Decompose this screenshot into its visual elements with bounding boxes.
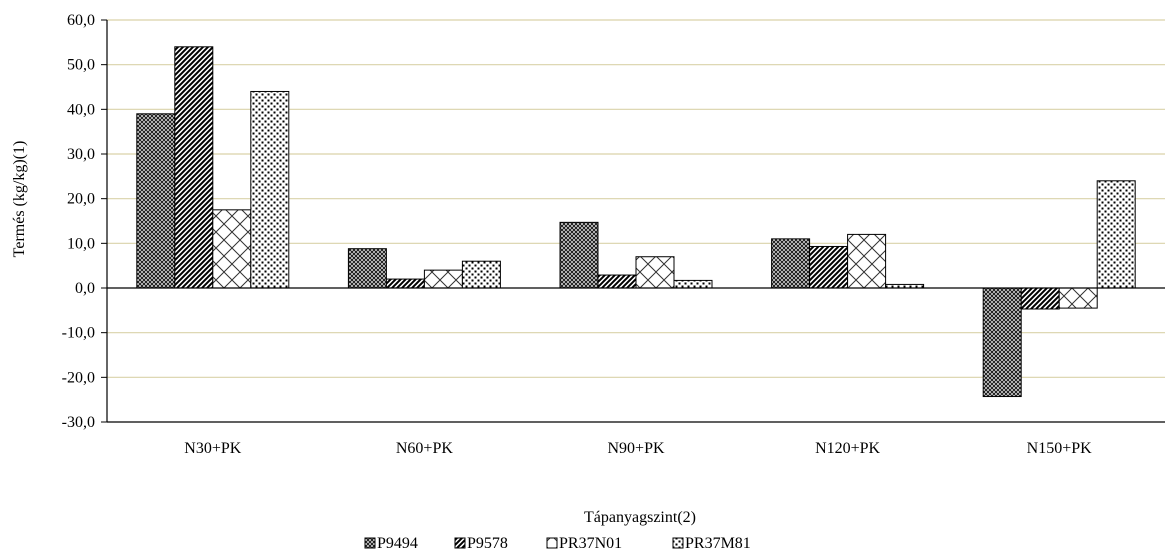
bar-pr37m81-n60-pk bbox=[461, 260, 501, 289]
x-axis-title: Tápanyagszint(2) bbox=[584, 509, 696, 526]
legend-swatch-p9578 bbox=[454, 537, 466, 549]
axes bbox=[101, 19, 1165, 423]
bar-p9494-n90-pk bbox=[559, 221, 599, 289]
bar-p9578-n30-pk bbox=[174, 46, 214, 289]
y-tick-label: 10,0 bbox=[67, 235, 95, 252]
y-tick-label: 20,0 bbox=[67, 191, 95, 208]
legend-swatch-pr37m81 bbox=[672, 537, 684, 549]
x-category-label: N30+PK bbox=[184, 440, 241, 457]
legend-label-p9494: P9494 bbox=[377, 535, 418, 552]
bar-pr37n01-n90-pk bbox=[635, 256, 675, 289]
x-category-label: N120+PK bbox=[815, 440, 880, 457]
bar-p9578-n90-pk bbox=[597, 274, 637, 289]
x-category-labels: N30+PK N60+PK N90+PK N120+PK N150+PK bbox=[184, 440, 1092, 457]
bar-pr37n01-n60-pk bbox=[423, 269, 463, 289]
bar-p9494-n120-pk bbox=[771, 238, 811, 289]
bar-pr37n01-n120-pk bbox=[847, 233, 887, 289]
y-tick-labels: 60,0 50,0 40,0 30,0 20,0 10,0 0,0 -10,0 -20,0 -30… bbox=[62, 12, 95, 431]
y-tick-label: -30,0 bbox=[62, 414, 95, 431]
legend-label-pr37m81: PR37M81 bbox=[685, 535, 751, 552]
legend-label-pr37n01: PR37N01 bbox=[559, 535, 622, 552]
bar-pr37m81-n30-pk bbox=[250, 90, 290, 289]
x-category-label: N150+PK bbox=[1027, 440, 1092, 457]
bar-p9494-n30-pk bbox=[136, 113, 176, 289]
legend-swatch-pr37n01 bbox=[546, 537, 558, 549]
bars bbox=[136, 46, 1136, 398]
legend-label-p9578: P9578 bbox=[467, 535, 508, 552]
y-tick-label: 0,0 bbox=[75, 280, 95, 297]
x-category-label: N60+PK bbox=[396, 440, 453, 457]
bar-pr37m81-n90-pk bbox=[673, 279, 713, 289]
bar-p9494-n60-pk bbox=[347, 248, 387, 289]
bar-pr37n01-n30-pk bbox=[212, 209, 252, 289]
legend: P9494 P9578 PR37N01 PR37M81 bbox=[364, 535, 751, 552]
y-tick-label: -20,0 bbox=[62, 369, 95, 386]
y-axis-title: Termés (kg/kg)(1) bbox=[11, 141, 28, 258]
bar-p9578-n60-pk bbox=[385, 278, 425, 289]
bar-p9578-n120-pk bbox=[809, 245, 849, 289]
legend-swatch-p9494 bbox=[364, 537, 376, 549]
y-tick-label: 40,0 bbox=[67, 101, 95, 118]
bar-p9494-n150-pk bbox=[982, 287, 1022, 398]
y-tick-label: 30,0 bbox=[67, 146, 95, 163]
bar-p9578-n150-pk bbox=[1020, 287, 1060, 310]
y-tick-label: 60,0 bbox=[67, 12, 95, 29]
bar-pr37m81-n150-pk bbox=[1096, 180, 1136, 289]
bar-pr37n01-n150-pk bbox=[1058, 287, 1098, 309]
x-category-label: N90+PK bbox=[607, 440, 664, 457]
y-tick-label: -10,0 bbox=[62, 325, 95, 342]
y-tick-label: 50,0 bbox=[67, 57, 95, 74]
